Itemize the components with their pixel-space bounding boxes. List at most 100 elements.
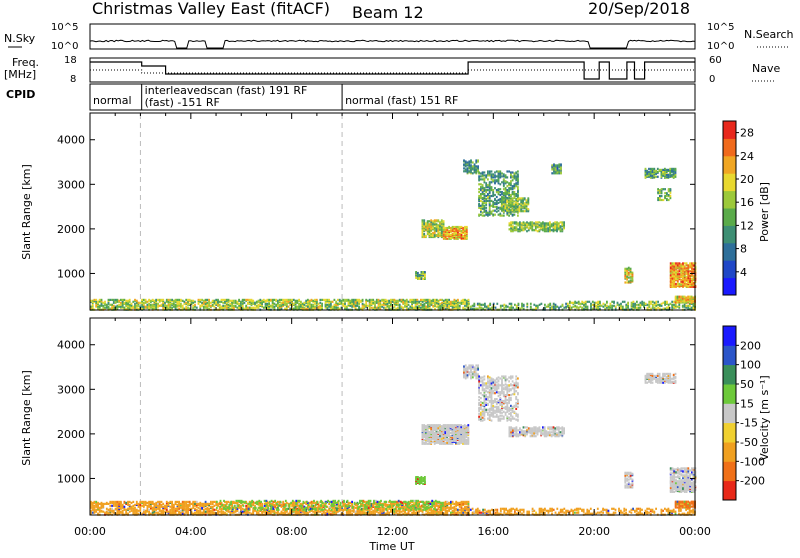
echo-cell [474, 169, 476, 171]
echo-cell [553, 306, 555, 308]
echo-cell [162, 305, 164, 307]
echo-cell [587, 308, 589, 310]
echo-cell [118, 503, 120, 505]
echo-cell [122, 512, 124, 514]
echo-cell [659, 304, 661, 306]
echo-cell [535, 305, 537, 307]
echo-cell [136, 503, 138, 505]
echo-cell [242, 308, 244, 310]
echo-cell [693, 305, 695, 307]
echo-cell [97, 513, 99, 515]
echo-cell [159, 305, 161, 307]
echo-cell [689, 296, 691, 298]
colorbar-tick-label: 8 [740, 243, 747, 256]
echo-cell [477, 308, 479, 310]
echo-cell [228, 301, 230, 303]
echo-cell [129, 304, 131, 306]
echo-cell [670, 283, 672, 285]
echo-cell [682, 269, 684, 271]
echo-cell [187, 301, 189, 303]
echo-cell [499, 176, 501, 178]
echo-cell [499, 215, 501, 217]
echo-cell [480, 178, 482, 180]
echo-cell [657, 307, 659, 309]
echo-cell [686, 273, 688, 275]
echo-cell [650, 303, 652, 305]
echo-cell [512, 179, 514, 181]
echo-cell [626, 274, 628, 276]
echo-cell [499, 170, 501, 172]
echo-cell [498, 182, 500, 184]
echo-cell [242, 511, 244, 513]
echo-cell [555, 167, 557, 169]
echo-cell [417, 274, 419, 276]
echo-cell [143, 299, 145, 301]
echo-cell [417, 272, 419, 274]
echo-cell [229, 300, 231, 302]
echo-cell [512, 185, 514, 187]
echo-cell [334, 513, 336, 515]
echo-cell [492, 176, 494, 178]
echo-cell [478, 214, 480, 216]
echo-cell [342, 303, 344, 305]
echo-cell [677, 280, 679, 282]
echo-cell [102, 305, 104, 307]
echo-cell [237, 502, 239, 504]
echo-cell [530, 224, 532, 226]
echo-cell [604, 308, 606, 310]
echo-cell [678, 296, 680, 298]
echo-cell [488, 305, 490, 307]
echo-cell [499, 188, 501, 190]
echo-cell [659, 195, 661, 197]
echo-cell [513, 203, 515, 205]
echo-cell [522, 204, 524, 206]
echo-cell [470, 164, 472, 166]
nsearch-label: N.Search [744, 28, 794, 41]
echo-cell [524, 222, 526, 224]
echo-cell [554, 224, 556, 226]
echo-cell [530, 306, 532, 308]
echo-cell [166, 509, 168, 511]
echo-cell [147, 304, 149, 306]
echo-cell [184, 513, 186, 515]
echo-cell [117, 501, 119, 503]
echo-cell [537, 224, 539, 226]
echo-cell [192, 300, 194, 302]
echo-cell [233, 305, 235, 307]
echo-cell [95, 509, 97, 511]
echo-cell [319, 511, 321, 513]
echo-cell [510, 227, 512, 229]
echo-cell [436, 226, 438, 228]
echo-cell [506, 189, 508, 191]
echo-cell [147, 508, 149, 510]
echo-cell [226, 501, 228, 503]
velocity-echo-cells [90, 319, 696, 516]
echo-cell [489, 308, 491, 310]
echo-cell [505, 189, 507, 191]
echo-cell [362, 303, 364, 305]
echo-cell [675, 304, 677, 306]
echo-cell [337, 299, 339, 301]
echo-cell [258, 512, 260, 514]
echo-cell [513, 209, 515, 211]
echo-cell [92, 509, 94, 511]
echo-cell [259, 299, 261, 301]
echo-cell [491, 195, 493, 197]
echo-cell [159, 501, 161, 503]
echo-cell [346, 511, 348, 513]
echo-cell [638, 307, 640, 309]
beam-label: Beam 12 [352, 3, 424, 22]
echo-cell [422, 221, 424, 223]
echo-cell [610, 305, 612, 307]
echo-cell [194, 304, 196, 306]
echo-cell [506, 204, 508, 206]
echo-cell [657, 168, 659, 170]
echo-cell [208, 308, 210, 310]
echo-cell [496, 189, 498, 191]
echo-cell [461, 226, 463, 228]
echo-cell [498, 191, 500, 193]
echo-cell [321, 299, 323, 301]
echo-cell [168, 511, 170, 513]
echo-cell [355, 305, 357, 307]
